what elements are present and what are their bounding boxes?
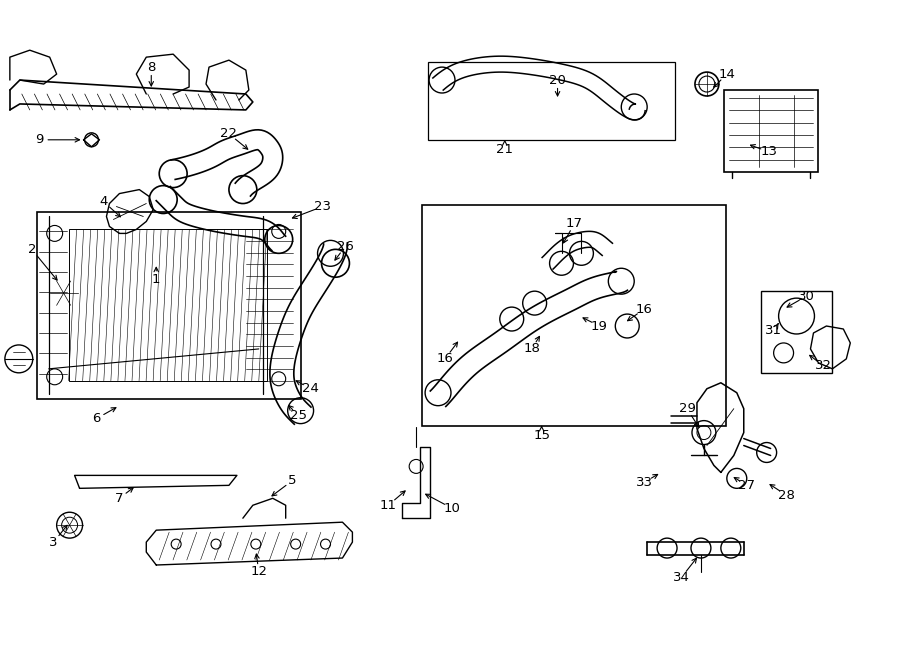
Text: 11: 11 — [380, 499, 397, 512]
Text: 7: 7 — [115, 492, 123, 505]
Text: 17: 17 — [566, 217, 583, 230]
Text: 21: 21 — [496, 143, 513, 156]
Text: 20: 20 — [549, 73, 566, 87]
Text: 8: 8 — [147, 61, 156, 73]
Text: 18: 18 — [523, 342, 540, 356]
Text: 10: 10 — [444, 502, 461, 515]
Text: 24: 24 — [302, 382, 319, 395]
Bar — [724, 90, 818, 172]
Text: 33: 33 — [635, 476, 652, 489]
Text: 6: 6 — [93, 412, 101, 425]
Bar — [760, 291, 832, 373]
Text: 16: 16 — [635, 303, 652, 315]
Bar — [68, 229, 266, 381]
Text: 34: 34 — [672, 572, 689, 584]
Bar — [37, 212, 301, 399]
Text: 26: 26 — [337, 240, 354, 253]
Text: 31: 31 — [765, 325, 782, 338]
Text: 23: 23 — [314, 200, 331, 213]
Bar — [422, 204, 725, 426]
Text: 3: 3 — [50, 535, 58, 549]
Text: 29: 29 — [679, 402, 696, 415]
Text: 14: 14 — [718, 67, 735, 81]
Text: 30: 30 — [798, 290, 814, 303]
Text: 32: 32 — [814, 360, 832, 372]
Text: 9: 9 — [35, 134, 44, 146]
Text: 19: 19 — [591, 319, 608, 332]
Text: 15: 15 — [533, 429, 550, 442]
Text: 27: 27 — [738, 479, 755, 492]
Bar — [428, 62, 675, 140]
Text: 5: 5 — [288, 474, 297, 487]
Text: 25: 25 — [290, 409, 307, 422]
Text: 2: 2 — [28, 243, 36, 256]
Text: 16: 16 — [436, 352, 454, 366]
Text: 13: 13 — [760, 145, 778, 158]
Text: 4: 4 — [99, 195, 108, 208]
Text: 1: 1 — [152, 273, 160, 286]
Text: 28: 28 — [778, 488, 795, 502]
Text: 22: 22 — [220, 128, 238, 140]
Text: 12: 12 — [250, 565, 267, 578]
